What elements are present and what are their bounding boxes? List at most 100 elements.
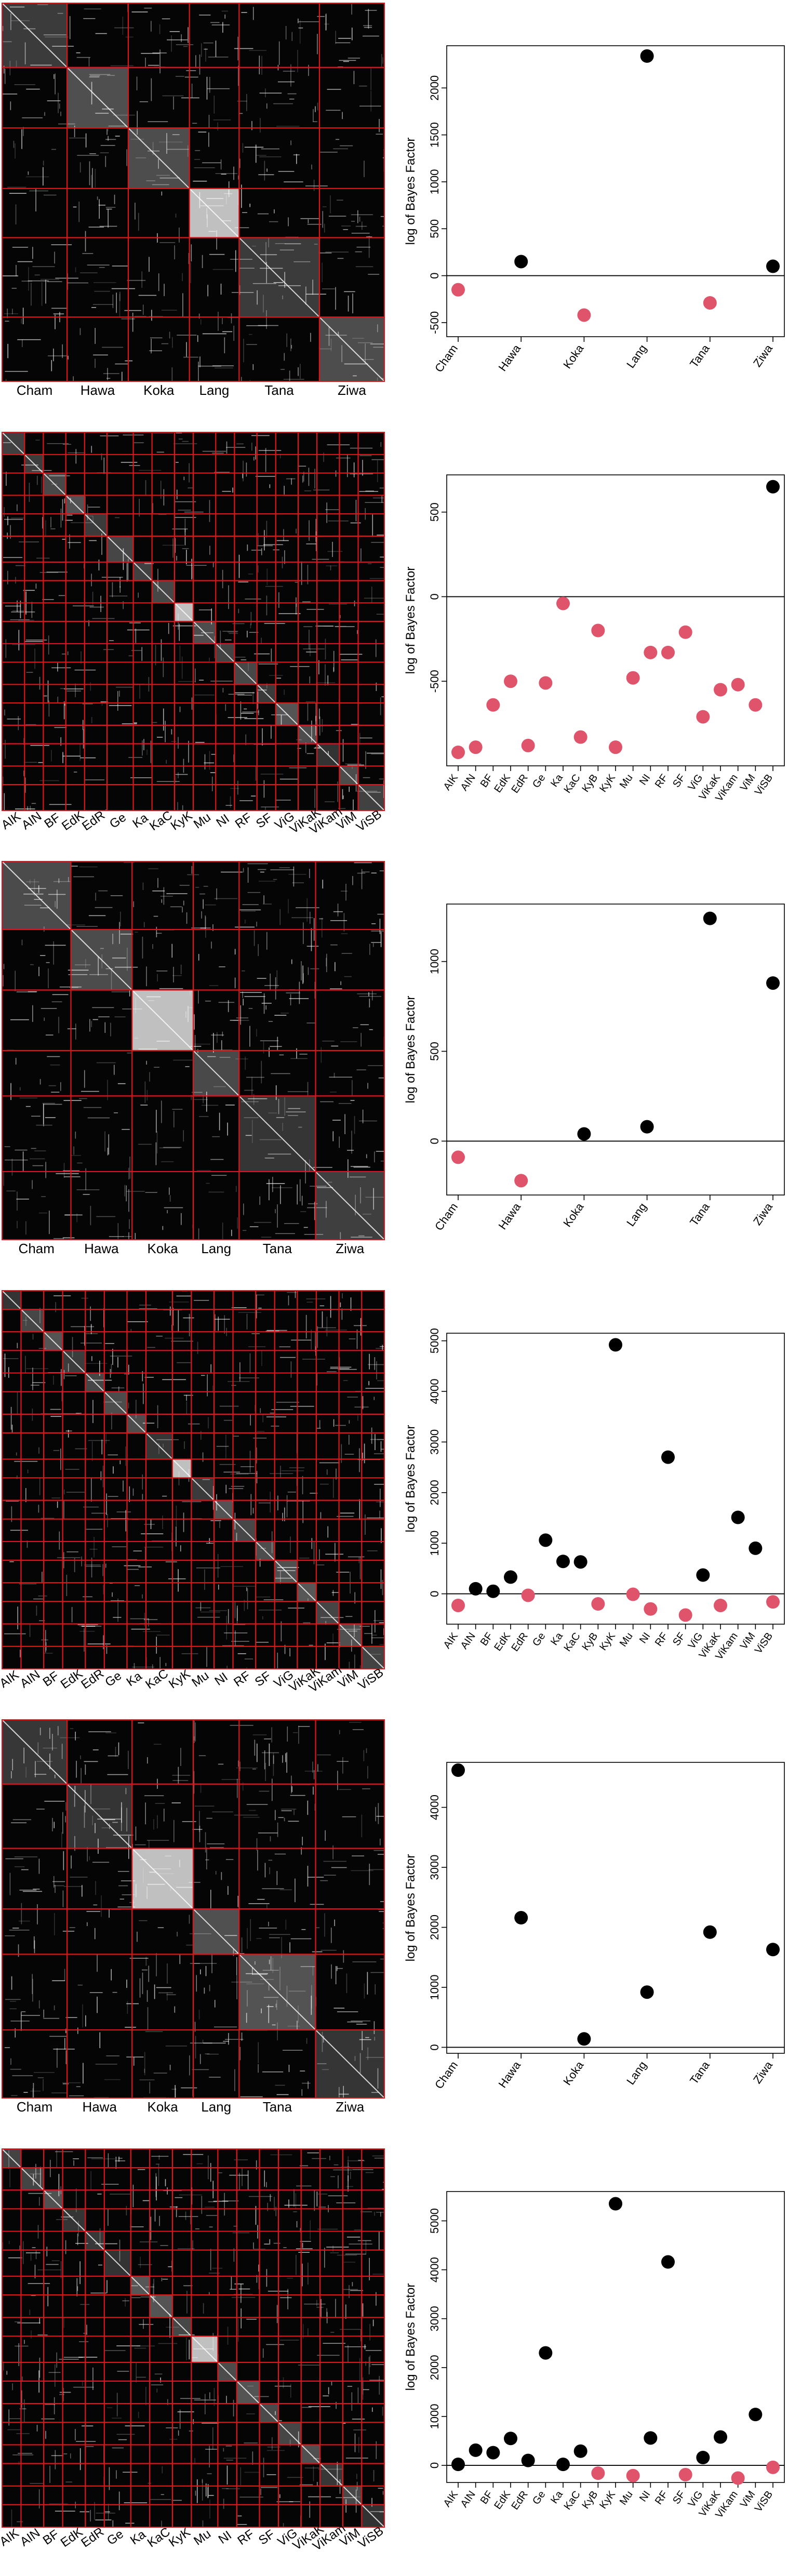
similarity-streak — [7, 308, 8, 318]
similarity-streak — [199, 15, 211, 16]
similarity-streak — [101, 1895, 102, 1917]
similarity-streak — [173, 96, 174, 110]
similarity-streak — [380, 1160, 396, 1162]
similarity-streak — [111, 1969, 112, 1981]
similarity-streak — [117, 1598, 118, 1622]
similarity-streak — [293, 2189, 295, 2207]
similarity-streak — [13, 141, 15, 148]
similarity-streak — [231, 2297, 256, 2298]
similarity-streak — [88, 1440, 110, 1441]
similarity-streak — [50, 516, 51, 528]
similarity-streak — [143, 1619, 158, 1621]
group-label: Ge — [102, 1669, 124, 1690]
similarity-streak — [288, 1990, 306, 1992]
similarity-streak — [124, 862, 135, 864]
similarity-streak — [112, 1822, 118, 1823]
similarity-streak — [295, 1291, 296, 1298]
similarity-streak — [350, 1297, 352, 1311]
x-tick-label: Tana — [687, 2059, 712, 2087]
similarity-streak — [128, 1167, 129, 1180]
similarity-streak — [89, 1548, 98, 1550]
y-axis-label: log of Bayes Factor — [404, 567, 418, 674]
similarity-streak — [369, 2258, 370, 2280]
similarity-streak — [354, 600, 355, 606]
similarity-streak — [274, 2197, 275, 2211]
similarity-streak — [349, 787, 350, 792]
similarity-streak — [290, 1361, 292, 1378]
similarity-streak — [235, 1630, 236, 1645]
similarity-streak — [325, 509, 339, 510]
similarity-streak — [189, 1915, 190, 1924]
similarity-streak — [10, 101, 11, 110]
similarity-streak — [85, 133, 87, 148]
similarity-streak — [15, 143, 16, 159]
x-tick-label: Lang — [624, 2059, 649, 2087]
similarity-streak — [202, 255, 203, 268]
similarity-streak — [312, 1966, 314, 1976]
similarity-streak — [328, 2195, 348, 2197]
similarity-streak — [74, 1786, 76, 1794]
similarity-streak — [138, 592, 139, 598]
similarity-streak — [259, 156, 282, 157]
similarity-streak — [320, 2299, 322, 2318]
similarity-streak — [259, 1559, 261, 1567]
similarity-streak — [31, 283, 32, 306]
similarity-streak — [160, 481, 162, 499]
similarity-streak — [4, 793, 5, 814]
similarity-streak — [368, 1381, 369, 1386]
similarity-streak — [135, 1844, 146, 1845]
similarity-streak — [92, 1815, 94, 1825]
similarity-streak — [337, 1968, 343, 1969]
similarity-streak — [222, 331, 233, 333]
similarity-streak — [336, 2401, 337, 2409]
similarity-streak — [284, 486, 285, 495]
similarity-streak — [181, 656, 183, 679]
similarity-streak — [7, 719, 21, 720]
similarity-streak — [221, 1779, 241, 1780]
similarity-streak — [19, 2408, 26, 2410]
similarity-streak — [178, 681, 196, 682]
data-point-positive — [539, 1533, 553, 1547]
similarity-streak — [180, 2398, 201, 2399]
similarity-streak — [305, 286, 306, 305]
similarity-streak — [34, 879, 35, 896]
similarity-streak — [90, 2171, 91, 2190]
similarity-streak — [319, 708, 320, 719]
similarity-streak — [77, 1624, 98, 1625]
similarity-streak — [380, 1489, 381, 1507]
similarity-streak — [379, 2375, 380, 2395]
similarity-streak — [380, 932, 382, 947]
similarity-streak — [146, 966, 147, 987]
similarity-streak — [175, 538, 176, 553]
similarity-streak — [3, 1358, 19, 1359]
similarity-streak — [49, 475, 70, 476]
similarity-streak — [296, 2221, 298, 2228]
similarity-streak — [261, 638, 262, 644]
similarity-streak — [145, 57, 146, 68]
similarity-streak — [362, 1452, 363, 1460]
similarity-streak — [206, 1817, 212, 1819]
y-tick-label: 500 — [428, 502, 441, 522]
data-point-positive — [451, 2458, 465, 2472]
similarity-streak — [217, 1032, 218, 1043]
similarity-streak — [38, 1348, 47, 1349]
similarity-streak — [276, 2094, 289, 2095]
similarity-streak — [362, 358, 374, 360]
similarity-streak — [257, 978, 266, 979]
similarity-streak — [100, 435, 119, 436]
data-point-positive — [577, 1127, 591, 1141]
similarity-streak — [31, 602, 33, 618]
similarity-streak — [257, 213, 269, 215]
x-tick-label: ViSB — [753, 1630, 775, 1656]
similarity-streak — [62, 499, 63, 521]
similarity-streak — [9, 1561, 14, 1562]
similarity-streak — [352, 1080, 353, 1096]
similarity-streak — [178, 1310, 179, 1332]
similarity-streak — [377, 2068, 379, 2089]
similarity-streak — [347, 2386, 353, 2387]
similarity-streak — [14, 1460, 38, 1462]
similarity-streak — [93, 282, 116, 283]
similarity-streak — [288, 874, 306, 875]
similarity-streak — [91, 1020, 92, 1027]
similarity-streak — [354, 2496, 360, 2498]
